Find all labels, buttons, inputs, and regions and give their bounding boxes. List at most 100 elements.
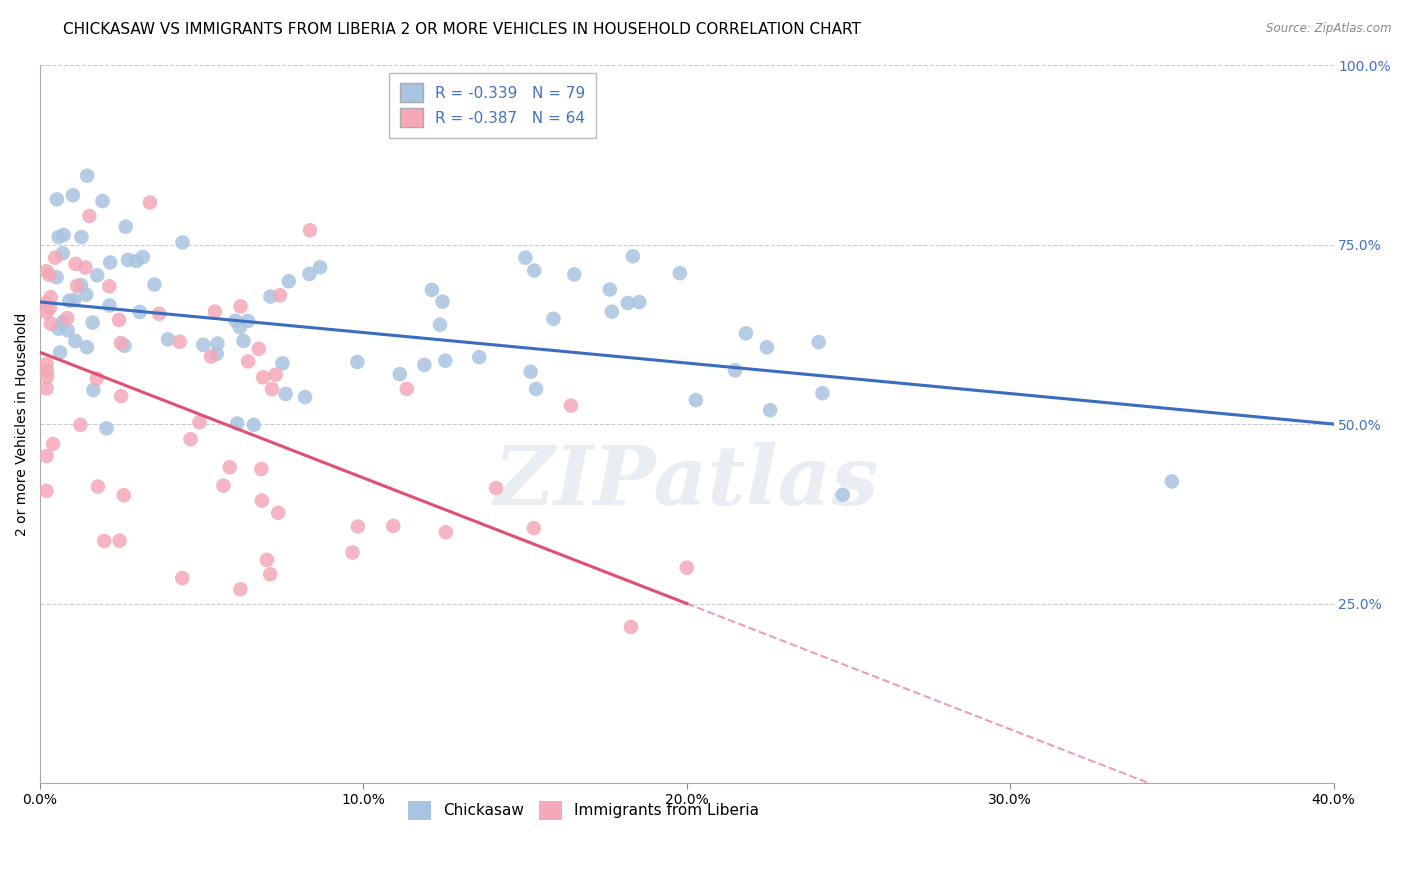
Point bbox=[543, 311, 565, 326]
Point bbox=[259, 289, 281, 303]
Point bbox=[38, 268, 60, 282]
Point bbox=[724, 363, 747, 377]
Point bbox=[70, 278, 93, 293]
Point bbox=[63, 293, 86, 307]
Point bbox=[200, 350, 222, 364]
Point bbox=[98, 279, 121, 293]
Point bbox=[269, 288, 291, 302]
Point bbox=[76, 340, 98, 354]
Point bbox=[117, 252, 139, 267]
Point bbox=[247, 342, 270, 356]
Point bbox=[524, 382, 547, 396]
Point bbox=[277, 274, 299, 288]
Point bbox=[342, 545, 364, 559]
Point bbox=[599, 283, 621, 297]
Point bbox=[48, 230, 70, 244]
Point bbox=[256, 553, 278, 567]
Point bbox=[172, 235, 194, 250]
Text: Source: ZipAtlas.com: Source: ZipAtlas.com bbox=[1267, 22, 1392, 36]
Point bbox=[48, 321, 70, 335]
Point bbox=[1160, 475, 1182, 489]
Point bbox=[204, 304, 226, 318]
Point bbox=[617, 296, 640, 310]
Point bbox=[236, 314, 259, 328]
Point bbox=[82, 316, 104, 330]
Point bbox=[125, 254, 148, 268]
Point bbox=[52, 315, 75, 329]
Point bbox=[560, 399, 582, 413]
Point bbox=[148, 307, 170, 321]
Point bbox=[735, 326, 758, 341]
Point bbox=[259, 567, 281, 582]
Point bbox=[172, 571, 194, 585]
Point bbox=[831, 488, 853, 502]
Point bbox=[207, 336, 229, 351]
Point bbox=[110, 389, 132, 403]
Point bbox=[298, 267, 321, 281]
Point bbox=[193, 338, 215, 352]
Point bbox=[42, 437, 65, 451]
Point bbox=[485, 481, 508, 495]
Point bbox=[519, 365, 541, 379]
Point bbox=[515, 251, 537, 265]
Point bbox=[62, 188, 84, 202]
Point bbox=[39, 317, 62, 331]
Point bbox=[35, 483, 58, 498]
Point bbox=[82, 383, 104, 397]
Point bbox=[66, 278, 89, 293]
Point bbox=[45, 270, 67, 285]
Text: CHICKASAW VS IMMIGRANTS FROM LIBERIA 2 OR MORE VEHICLES IN HOUSEHOLD CORRELATION: CHICKASAW VS IMMIGRANTS FROM LIBERIA 2 O… bbox=[63, 22, 860, 37]
Point bbox=[523, 521, 546, 535]
Point bbox=[685, 393, 707, 408]
Point bbox=[212, 478, 235, 492]
Point bbox=[91, 194, 114, 208]
Point bbox=[250, 493, 273, 508]
Point bbox=[69, 417, 91, 432]
Point bbox=[169, 334, 191, 349]
Point bbox=[294, 390, 316, 404]
Point bbox=[128, 305, 150, 319]
Point bbox=[309, 260, 332, 275]
Point bbox=[70, 230, 93, 244]
Point bbox=[621, 249, 644, 263]
Point bbox=[35, 449, 58, 463]
Point bbox=[271, 356, 294, 370]
Point bbox=[108, 313, 131, 327]
Point bbox=[413, 358, 436, 372]
Point bbox=[274, 387, 297, 401]
Point bbox=[260, 382, 283, 396]
Point bbox=[139, 195, 162, 210]
Point bbox=[468, 350, 491, 364]
Point bbox=[98, 255, 121, 269]
Point bbox=[267, 506, 290, 520]
Point bbox=[110, 336, 132, 351]
Point bbox=[35, 381, 58, 395]
Text: ZIPatlas: ZIPatlas bbox=[494, 442, 880, 522]
Point bbox=[759, 403, 782, 417]
Point bbox=[434, 525, 457, 540]
Point bbox=[229, 300, 252, 314]
Point bbox=[86, 268, 108, 283]
Point bbox=[388, 367, 411, 381]
Point bbox=[58, 293, 80, 308]
Point bbox=[523, 263, 546, 277]
Point bbox=[205, 347, 228, 361]
Point bbox=[250, 462, 273, 476]
Point bbox=[242, 417, 264, 432]
Point bbox=[252, 370, 274, 384]
Point bbox=[434, 353, 457, 368]
Point bbox=[218, 460, 240, 475]
Point bbox=[562, 268, 585, 282]
Point bbox=[76, 169, 98, 183]
Point bbox=[39, 290, 62, 304]
Point bbox=[112, 488, 135, 502]
Point bbox=[432, 294, 454, 309]
Point bbox=[79, 209, 101, 223]
Legend: Chickasaw, Immigrants from Liberia: Chickasaw, Immigrants from Liberia bbox=[402, 795, 765, 826]
Point bbox=[35, 305, 58, 319]
Point bbox=[429, 318, 451, 332]
Point bbox=[264, 368, 287, 382]
Point bbox=[132, 250, 155, 264]
Point bbox=[35, 357, 58, 371]
Point bbox=[44, 251, 66, 265]
